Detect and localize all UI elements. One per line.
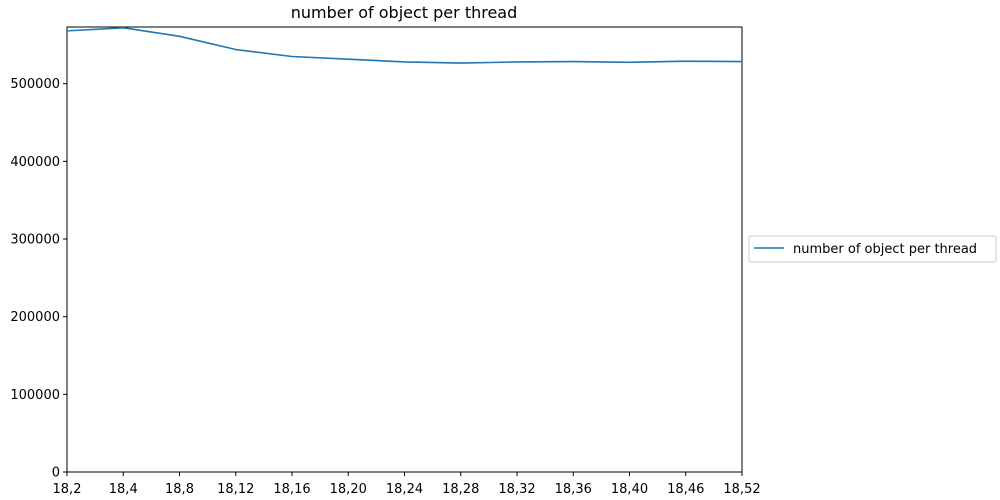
y-tick-label: 300000 [10,233,60,248]
x-tick-label: 18,8 [165,482,194,497]
y-tick-label: 400000 [10,155,60,170]
chart-title: number of object per thread [291,3,518,22]
legend: number of object per thread [748,235,997,263]
x-tick-label: 18,52 [723,482,760,497]
y-tick-label: 100000 [10,388,60,403]
x-tick-label: 18,12 [217,482,254,497]
x-tick-label: 18,36 [555,482,592,497]
series-line [66,26,743,64]
legend-label: number of object per thread [793,242,977,257]
x-tick-label: 18,24 [386,482,423,497]
x-tick-label: 18,40 [611,482,648,497]
x-tick-label: 18,20 [330,482,367,497]
y-tick-label: 500000 [10,77,60,92]
series-layer [66,26,743,64]
x-axis: 18,2 18,4 18,8 18,12 18,16 18,20 18,24 18,28 18,… [53,472,761,497]
y-tick-label: 0 [52,466,60,481]
x-tick-label: 18,32 [498,482,535,497]
x-tick-label: 18,2 [53,482,82,497]
plot-frame [66,26,743,473]
x-tick-label: 18,4 [109,482,138,497]
x-tick-label: 18,28 [442,482,479,497]
y-axis: 0 100000 200000 300000 400000 500000 [10,77,67,481]
legend-box [748,235,997,263]
y-tick-label: 200000 [10,310,60,325]
x-tick-label: 18,16 [273,482,310,497]
x-tick-label: 18,46 [667,482,704,497]
